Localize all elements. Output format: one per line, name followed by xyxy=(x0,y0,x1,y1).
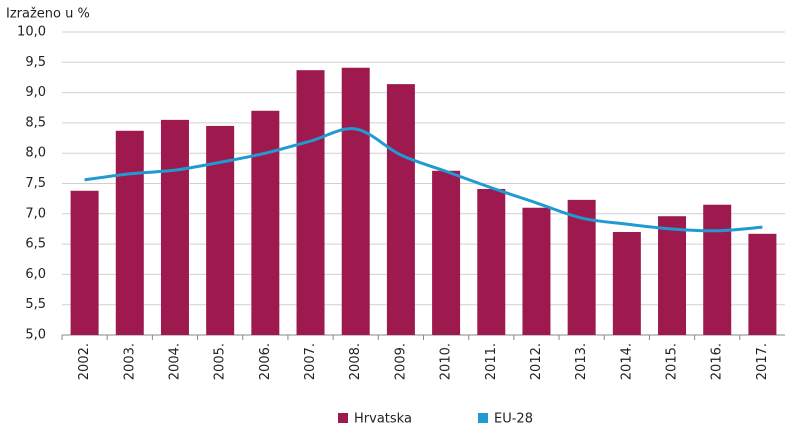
y-tick-label: 10,0 xyxy=(17,25,46,40)
bar xyxy=(567,199,596,335)
x-tick-label: 2006. xyxy=(258,343,273,380)
bar xyxy=(703,204,732,335)
x-tick-label: 2002. xyxy=(77,343,92,380)
legend-label: Hrvatska xyxy=(354,412,412,427)
bar xyxy=(612,231,641,335)
x-tick-label: 2011. xyxy=(484,343,499,380)
y-tick-label: 8,0 xyxy=(25,146,46,161)
x-tick-label: 2010. xyxy=(439,343,454,380)
x-tick-label: 2003. xyxy=(122,343,137,380)
x-tick-label: 2017. xyxy=(755,343,770,380)
y-axis-label: Izraženo u % xyxy=(6,7,90,22)
x-tick-label: 2009. xyxy=(393,343,408,380)
line xyxy=(84,127,763,233)
bar xyxy=(70,190,99,335)
y-tick-label: 7,0 xyxy=(25,206,46,221)
bar xyxy=(386,84,415,335)
bar xyxy=(477,188,506,335)
y-tick-label: 9,0 xyxy=(25,85,46,100)
x-tick-label: 2005. xyxy=(213,343,228,380)
legend-swatch xyxy=(338,413,348,423)
bar xyxy=(160,119,189,336)
y-tick-label: 7,5 xyxy=(25,176,46,191)
bar xyxy=(748,233,777,335)
y-tick-label: 9,5 xyxy=(25,55,46,70)
y-tick-label: 8,5 xyxy=(25,115,46,130)
bar xyxy=(341,67,370,335)
x-tick-label: 2012. xyxy=(529,343,544,380)
bar xyxy=(206,125,235,336)
bar xyxy=(522,207,551,335)
x-tick-label: 2004. xyxy=(167,343,182,380)
legend-label: EU-28 xyxy=(494,412,533,427)
legend-swatch xyxy=(478,413,488,423)
bar xyxy=(432,170,461,335)
x-tick-label: 2007. xyxy=(303,343,318,380)
bar xyxy=(251,110,280,335)
y-tick-label: 5,0 xyxy=(25,328,46,343)
bar xyxy=(115,130,144,335)
x-tick-label: 2014. xyxy=(619,343,634,380)
bar xyxy=(296,70,325,335)
y-tick-label: 5,5 xyxy=(25,297,46,312)
x-tick-label: 2008. xyxy=(348,343,363,380)
y-tick-label: 6,0 xyxy=(25,267,46,282)
x-tick-label: 2016. xyxy=(710,343,725,380)
x-tick-label: 2013. xyxy=(574,343,589,380)
bar xyxy=(658,216,687,335)
x-tick-label: 2015. xyxy=(665,343,680,380)
y-tick-label: 6,5 xyxy=(25,237,46,252)
